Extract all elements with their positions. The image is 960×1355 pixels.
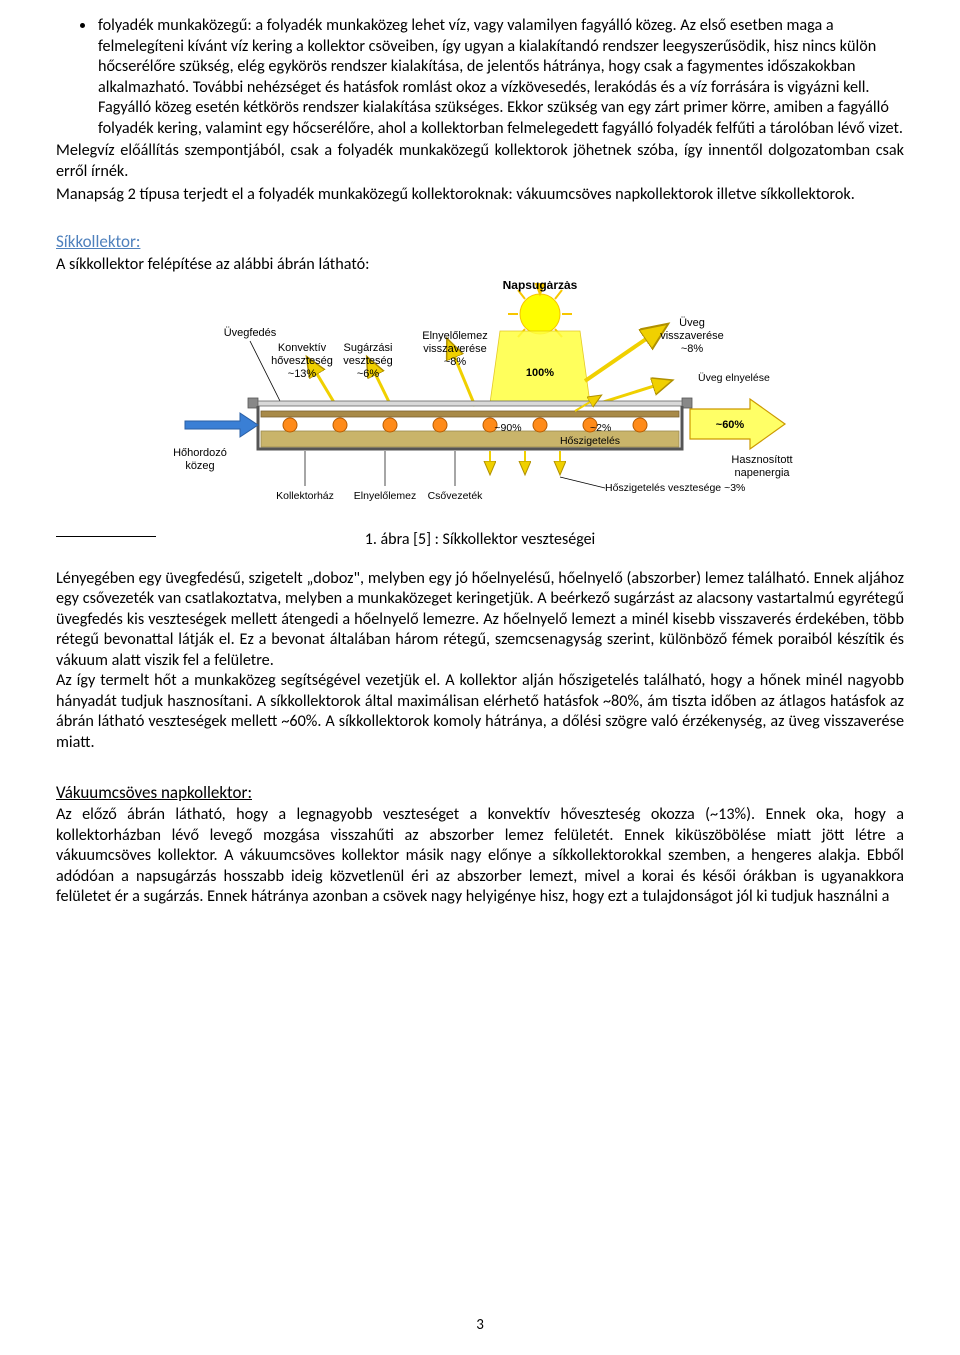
section-title-sikkollektor: Síkkollektor: xyxy=(56,231,904,253)
label-elnyelo3: ~8% xyxy=(444,356,467,368)
label-napsugarzas: Napsugárzás xyxy=(503,281,578,292)
page-number: 3 xyxy=(0,1316,960,1335)
label-haszn2: napenergia xyxy=(734,467,790,479)
paragraph-manapsag: Manapság 2 típusa terjedt el a folyadék … xyxy=(56,185,904,206)
bullet-item: folyadék munkaközegű: a folyadék munkakö… xyxy=(96,16,904,139)
label-konv1: Konvektív xyxy=(278,342,327,354)
label-haszn1: Hasznosított xyxy=(731,454,792,466)
bullet-list: folyadék munkaközegű: a folyadék munkakö… xyxy=(56,16,904,139)
bullet-lead: folyadék munkaközegű: xyxy=(98,16,252,35)
arrow-uveg-elnyelese xyxy=(600,381,670,403)
label-90: ~90% xyxy=(494,422,521,434)
leader-uvegfedes xyxy=(250,341,280,401)
label-uvegelny: Üveg elnyelése xyxy=(698,372,770,384)
figure-caption-row: 1. ábra [5] : Síkkollektor veszteségei xyxy=(56,530,904,550)
paragraph-lenyegeben: Lényegében egy üvegfedésű, szigetelt „do… xyxy=(56,569,904,672)
page: folyadék munkaközegű: a folyadék munkakö… xyxy=(0,0,960,1355)
label-sug3: ~6% xyxy=(357,368,380,380)
collector-body xyxy=(248,398,692,449)
paragraph-melegviz: Melegvíz előállítás szempontjából, csak … xyxy=(56,141,904,182)
label-sug2: veszteség xyxy=(343,355,393,367)
paragraph-vakuum: Az előző ábrán látható, hogy a legnagyob… xyxy=(56,805,904,908)
label-2: ~2% xyxy=(590,422,611,434)
label-hoh1: Hőhordozó xyxy=(173,447,227,459)
label-konv3: ~13% xyxy=(288,368,317,380)
arrow-uveg-visszaverese xyxy=(585,326,665,381)
label-csovezetek: Csővezeték xyxy=(428,490,484,502)
label-uvegvissza1: Üveg xyxy=(679,317,705,329)
arrow-hohordozo xyxy=(185,413,258,437)
figure-block: Napsugárzás 100% Üveg visszaverése ~8% Ü… xyxy=(56,281,904,550)
label-elnyelo2: visszaverése xyxy=(423,343,487,355)
label-sug1: Sugárzási xyxy=(344,342,393,354)
paragraph-igy-termelt: Az így termelt hőt a munkaközeg segítség… xyxy=(56,671,904,753)
figure-sikkollektor: Napsugárzás 100% Üveg visszaverése ~8% Ü… xyxy=(130,281,830,526)
arrows-insulation-loss xyxy=(490,451,560,473)
label-elnyelo1: Elnyelőlemez xyxy=(422,330,487,342)
sikkollektor-intro: A síkkollektor felépítése az alábbi ábrá… xyxy=(56,255,904,276)
label-hoh2: közeg xyxy=(185,460,214,472)
label-100: 100% xyxy=(526,367,554,379)
label-uvegvissza2: visszaverése xyxy=(660,330,724,342)
label-elnyelolemez: Elnyelőlemez xyxy=(354,490,416,502)
label-60: ~60% xyxy=(716,419,745,431)
figure-caption: 1. ábra [5] : Síkkollektor veszteségei xyxy=(56,530,904,550)
label-uvegvissza3: ~8% xyxy=(681,343,704,355)
label-kollektorhaz: Kollektorház xyxy=(276,490,334,502)
figure-caption-rule xyxy=(56,536,156,537)
label-hoszigeteles-inside: Hőszigetelés xyxy=(560,435,620,447)
label-hoszigveszt: Hőszigetelés vesztesége ~3% xyxy=(605,482,745,494)
label-uvegfedes: Üvegfedés xyxy=(224,327,277,339)
section-title-vakuumcsoves: Vákuumcsöves napkollektor: xyxy=(56,782,904,804)
label-konv2: hőveszteség xyxy=(271,355,333,367)
